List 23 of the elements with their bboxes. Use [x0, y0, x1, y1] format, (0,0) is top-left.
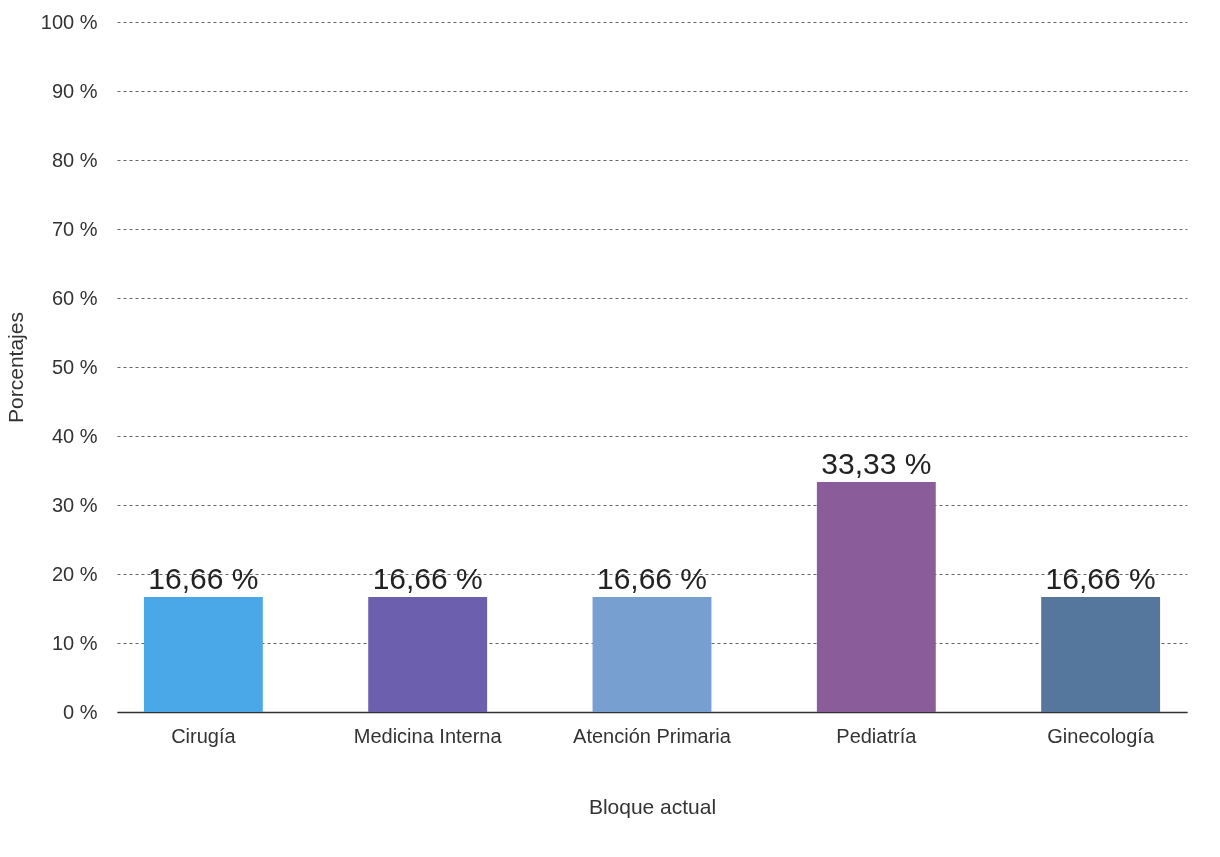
- y-axis-title: Porcentajes: [3, 312, 27, 423]
- y-tick-label: 90 %: [51, 79, 98, 102]
- y-tick-label: 20 %: [51, 562, 98, 585]
- y-tick-label: 0 %: [63, 700, 98, 723]
- x-tick-label: Pediatría: [836, 724, 918, 747]
- data-label: 16,66 %: [372, 562, 483, 596]
- x-tick-label: Cirugía: [171, 724, 237, 747]
- x-tick-label: Medicina Interna: [353, 724, 503, 747]
- x-tick-label: Ginecología: [1047, 724, 1155, 747]
- y-tick-label: 70 %: [51, 217, 98, 240]
- y-tick-label: 30 %: [51, 493, 98, 516]
- data-label: 16,66 %: [148, 562, 259, 596]
- data-label: 33,33 %: [821, 447, 932, 481]
- data-label: 16,66 %: [596, 562, 708, 596]
- y-tick-label: 10 %: [51, 631, 98, 654]
- x-tick-label: Atención Primaria: [573, 724, 732, 747]
- y-tick-label: 50 %: [51, 355, 98, 378]
- x-axis-title: Bloque actual: [588, 794, 717, 818]
- y-tick-label: 60 %: [51, 286, 98, 309]
- y-tick-label: 80 %: [51, 148, 98, 171]
- y-tick-label: 40 %: [51, 424, 98, 447]
- y-tick-label: 100 %: [40, 10, 98, 33]
- data-label: 16,66 %: [1045, 562, 1156, 596]
